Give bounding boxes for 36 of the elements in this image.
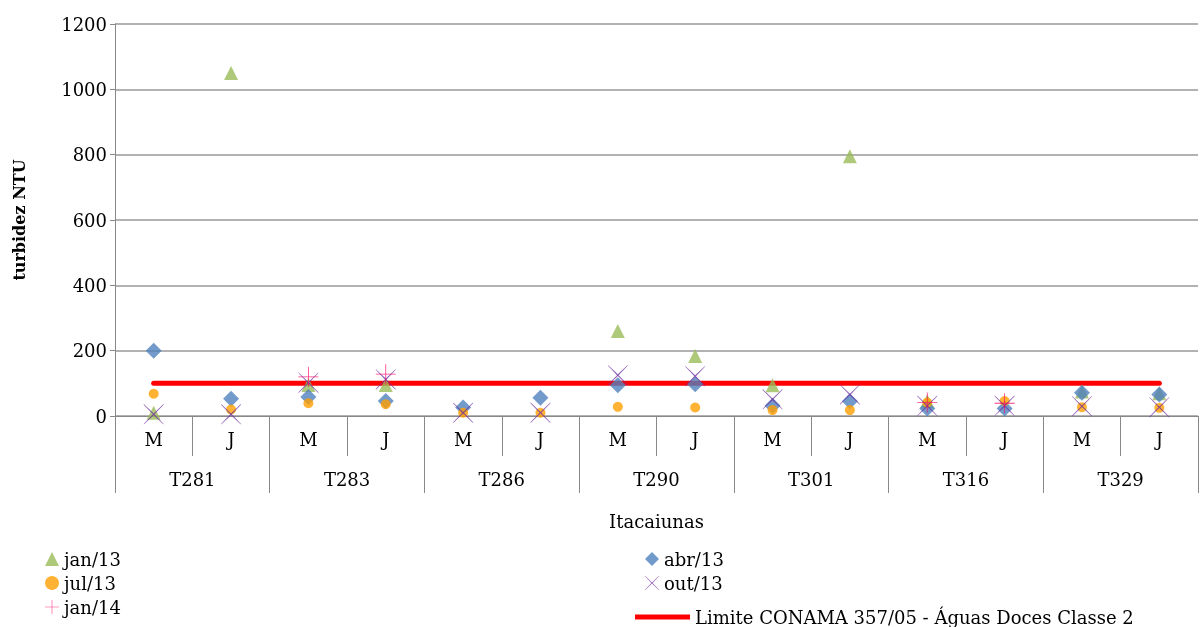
- y-tick-label: 0: [95, 405, 107, 427]
- text: T329: [1097, 468, 1144, 490]
- y-tick-label: 1000: [61, 78, 107, 100]
- y-tick-label: 200: [72, 340, 107, 362]
- text: T283: [323, 468, 371, 490]
- text: T316: [942, 468, 990, 490]
- y-tick-label: 400: [72, 274, 107, 296]
- legend-label: Limite CONAMA 357/05 - Águas Doces Classe 2: [695, 605, 1134, 627]
- x-tick-label: M: [918, 428, 937, 450]
- text: T281: [169, 468, 216, 490]
- x-tick-label: J: [844, 428, 854, 450]
- text: T290: [633, 468, 680, 490]
- x-axis-title: Itacaiunas: [609, 510, 704, 532]
- legend-label: jan/13: [62, 548, 121, 570]
- x-tick-label: M: [608, 428, 628, 450]
- text: T286: [478, 468, 525, 490]
- x-tick-label: M: [763, 428, 782, 450]
- legend-label: abr/13: [664, 548, 724, 570]
- x-tick-label: J: [534, 428, 545, 450]
- x-tick-label: J: [689, 428, 699, 450]
- text: T301: [788, 468, 835, 490]
- legend-label: jul/13: [62, 572, 116, 594]
- x-tick-label: J: [380, 428, 390, 450]
- x-tick-label: M: [144, 428, 163, 450]
- legend-label: out/13: [664, 572, 723, 594]
- x-tick-label: M: [453, 428, 473, 450]
- legend-label: jan/14: [62, 596, 121, 618]
- x-tick-label: M: [299, 428, 318, 450]
- x-tick-label: M: [1072, 428, 1092, 450]
- y-axis-title: turbidez NTU: [9, 159, 29, 281]
- x-tick-label: J: [1153, 428, 1163, 450]
- x-tick-label: J: [225, 428, 235, 450]
- y-tick-label: 800: [72, 144, 107, 166]
- y-tick-label: 1200: [61, 13, 107, 35]
- x-tick-label: J: [999, 428, 1009, 450]
- y-tick-label: 600: [72, 209, 107, 231]
